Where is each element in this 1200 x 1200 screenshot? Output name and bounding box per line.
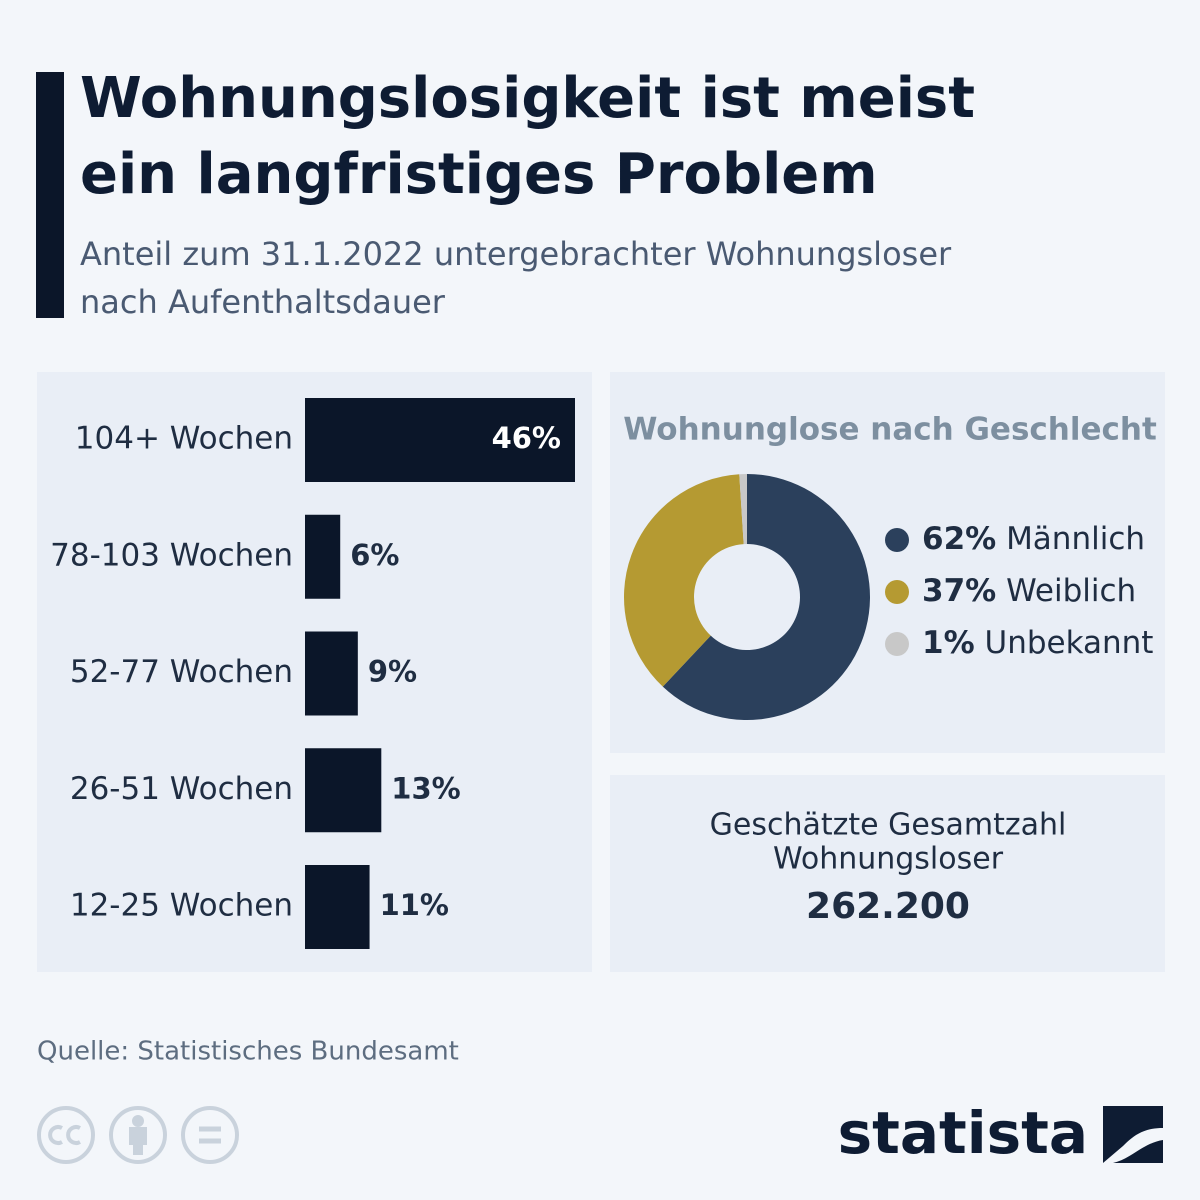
total-value: 262.200: [806, 886, 970, 927]
legend-entry: 37% Weiblich: [922, 573, 1136, 609]
brand-mark: [1103, 1106, 1163, 1163]
category-label: 104+ Wochen: [75, 421, 293, 457]
bar: [305, 514, 341, 599]
legend-label: Unbekannt: [985, 625, 1154, 661]
bar: [305, 748, 382, 833]
license-icons: [37, 1106, 239, 1164]
value-label: 11%: [380, 888, 449, 922]
bar: [305, 865, 370, 949]
category-label: 78-103 Wochen: [50, 537, 293, 573]
title-line: ein langfristiges Problem: [80, 142, 878, 207]
total-label: Geschätzte Gesamtzahl: [710, 808, 1067, 843]
pie-title: Wohnunglose nach Geschlecht: [623, 412, 1157, 448]
value-label: 6%: [350, 538, 399, 572]
by-body: [129, 1127, 147, 1155]
legend-label: Männlich: [1006, 521, 1145, 557]
legend-entry: 62% Männlich: [922, 521, 1145, 557]
legend-value: 1%: [922, 625, 975, 661]
category-label: 12-25 Wochen: [70, 888, 293, 924]
title-line: Wohnungslosigkeit ist meist: [80, 66, 975, 131]
cc-icon: [37, 1106, 95, 1164]
value-label: 9%: [368, 655, 417, 689]
legend-dot: [885, 528, 909, 552]
legend-dot: [885, 632, 909, 656]
source: Quelle: Statistisches Bundesamt: [37, 1037, 459, 1067]
pie-slice: [739, 474, 747, 545]
subtitle-line: Anteil zum 31.1.2022 untergebrachter Woh…: [80, 235, 952, 273]
nd-icon: [181, 1106, 239, 1164]
category-label: 26-51 Wochen: [70, 771, 293, 807]
legend-label: Weiblich: [1006, 573, 1136, 609]
legend-value: 37%: [922, 573, 996, 609]
bar: [305, 398, 575, 482]
legend-entry: 1% Unbekannt: [922, 625, 1153, 661]
nd-glyph: [199, 1126, 221, 1144]
subtitle-line: nach Aufenthaltsdauer: [80, 283, 446, 321]
title-accent: [36, 72, 64, 318]
by-head: [132, 1115, 144, 1127]
value-label: 46%: [492, 421, 561, 455]
category-label: 52-77 Wochen: [70, 654, 293, 690]
legend-value: 62%: [922, 521, 996, 557]
pie-slice: [624, 474, 744, 687]
pie-slice: [662, 474, 870, 720]
cc-glyph: [48, 1125, 81, 1145]
total-panel: [610, 775, 1165, 972]
total-label: Wohnungsloser: [773, 842, 1004, 877]
by-icon: [109, 1106, 167, 1164]
value-label: 13%: [391, 771, 460, 805]
bar: [305, 631, 358, 716]
brand-logo: statista: [838, 1099, 1088, 1167]
legend-dot: [885, 580, 909, 604]
